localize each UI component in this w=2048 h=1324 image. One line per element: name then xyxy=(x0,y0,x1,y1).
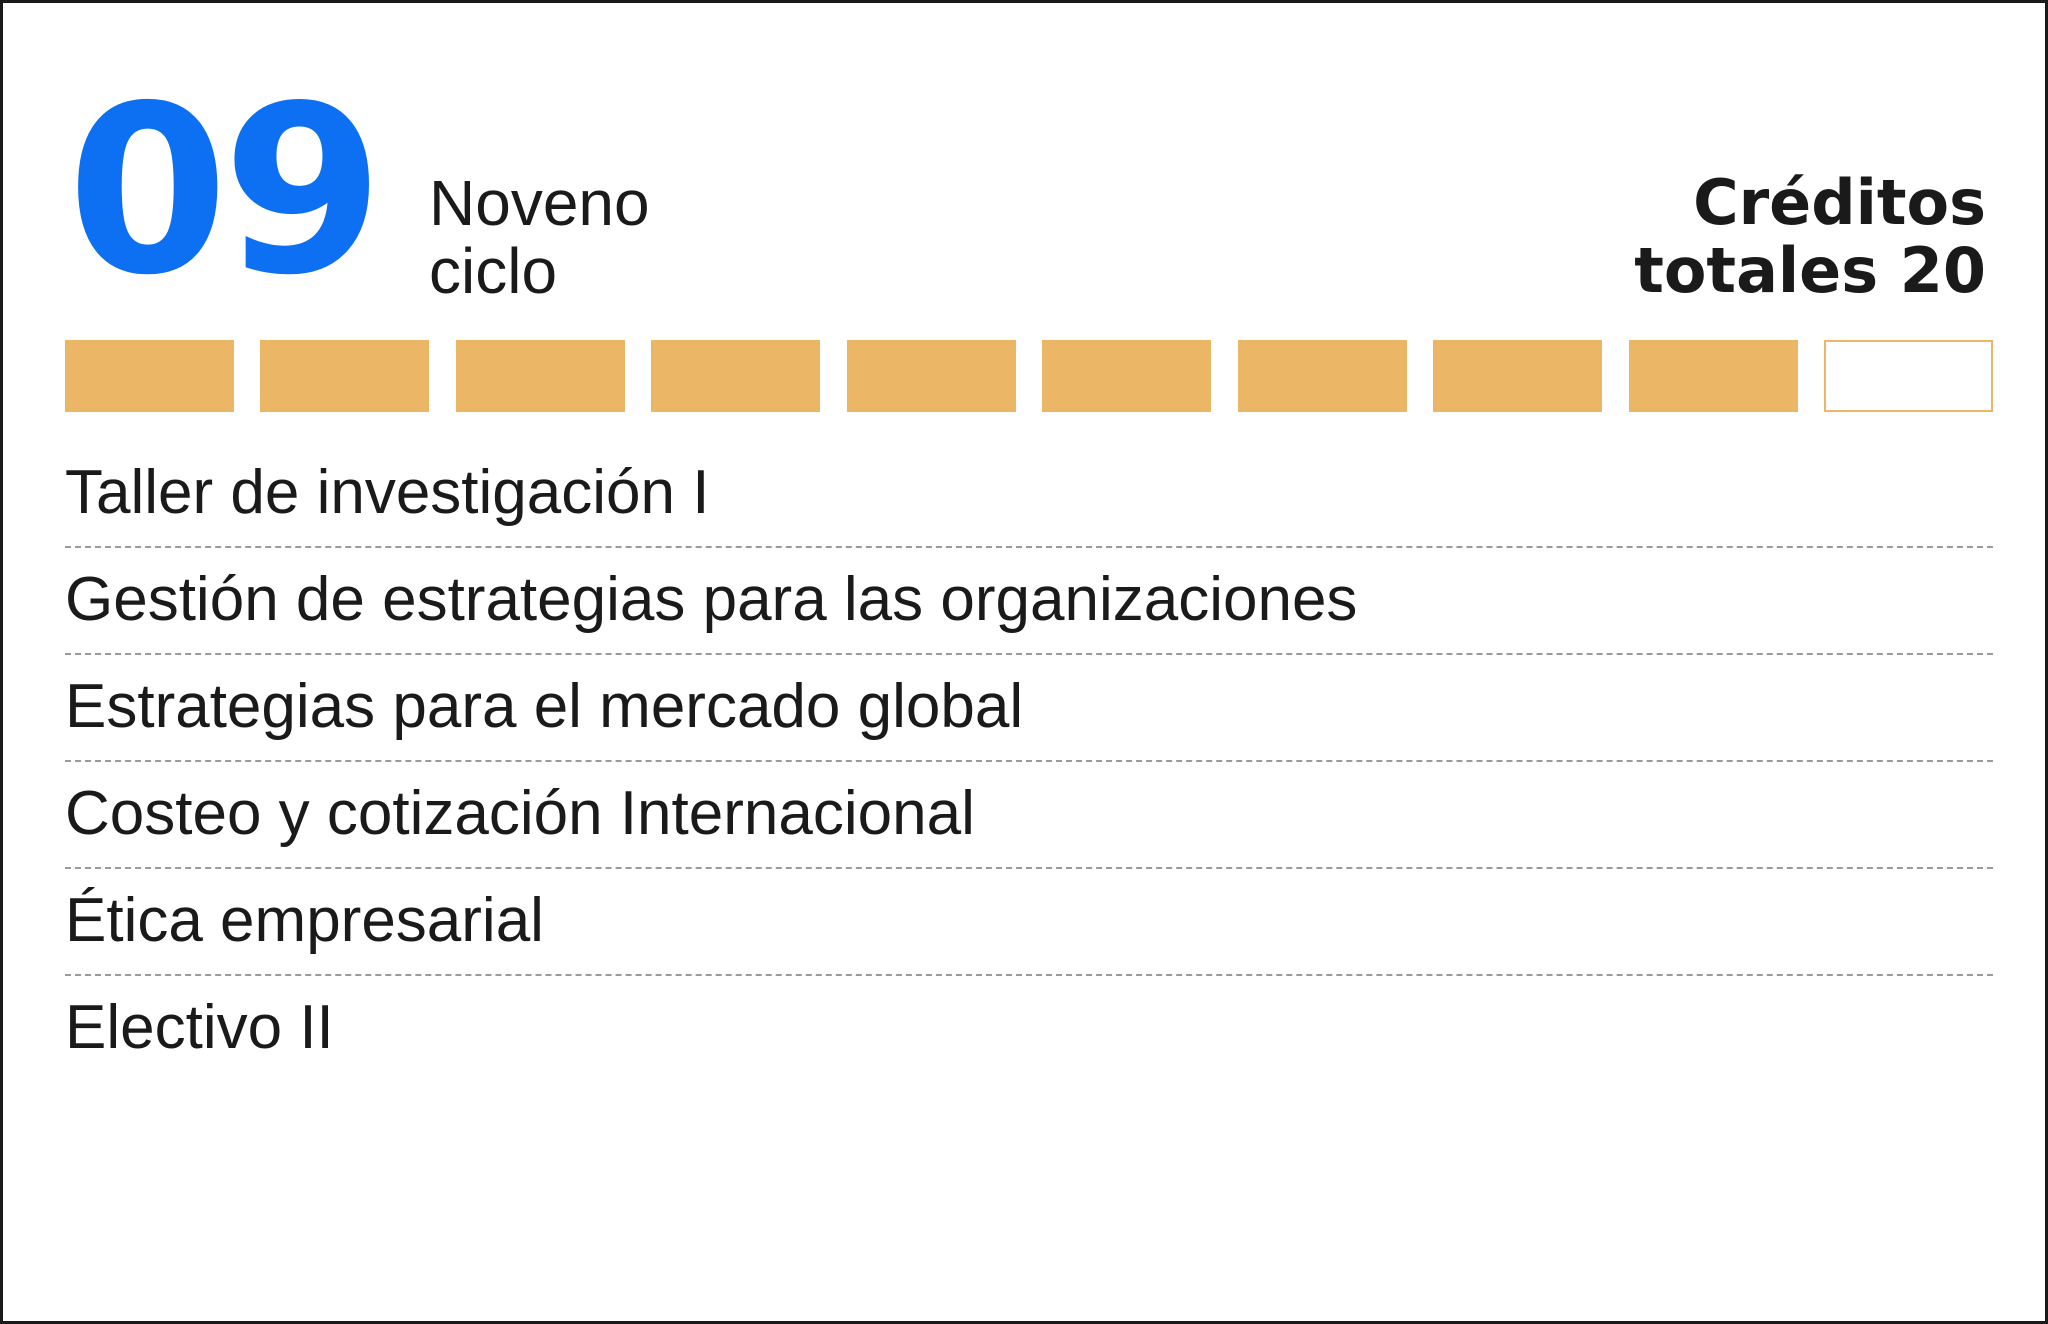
progress-segment-filled xyxy=(455,340,625,412)
course-list: Taller de investigación I Gestión de estr… xyxy=(65,441,1993,1083)
course-item: Estrategias para el mercado global xyxy=(65,655,1993,762)
cycle-name-line2: ciclo xyxy=(429,235,558,307)
progress-segment-filled xyxy=(1237,340,1407,412)
progress-segment-filled xyxy=(65,340,234,412)
progress-segment-filled xyxy=(260,340,430,412)
progress-segment-filled xyxy=(1628,340,1798,412)
course-item: Costeo y cotización Internacional xyxy=(65,762,1993,869)
credits-label: Créditos xyxy=(1693,166,1986,239)
progress-segment-filled xyxy=(846,340,1016,412)
total-credits: Créditos totales 20 xyxy=(1634,169,1986,305)
cycle-number: 09 xyxy=(67,56,384,326)
course-item: Electivo II xyxy=(65,993,334,1062)
cycle-name-line1: Noveno xyxy=(429,167,650,239)
course-item: Taller de investigación I xyxy=(65,441,1993,548)
course-item: Gestión de estrategias para las organiza… xyxy=(65,548,1993,655)
progress-segment-filled xyxy=(1042,340,1212,412)
progress-bar xyxy=(65,340,1993,412)
credits-total-value: 20 xyxy=(1899,234,1986,307)
cycle-name: Noveno ciclo xyxy=(429,169,650,305)
progress-segment-filled xyxy=(1433,340,1603,412)
course-item: Ética empresarial xyxy=(65,869,1993,976)
credits-total-label: totales xyxy=(1634,234,1879,307)
progress-segment-filled xyxy=(651,340,821,412)
progress-segment-empty xyxy=(1823,340,1993,412)
credits-total-line: totales 20 xyxy=(1634,237,1986,305)
